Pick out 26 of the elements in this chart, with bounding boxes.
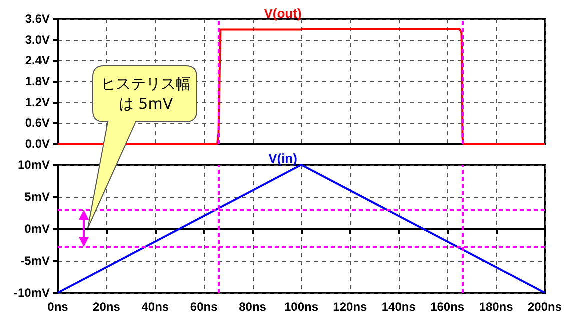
x-tick-label: 160ns	[430, 300, 465, 314]
y-tick-label: 0.6V	[25, 116, 50, 130]
y-tick-label: 1.2V	[25, 95, 50, 110]
x-tick-label: 180ns	[479, 300, 514, 314]
x-tick-label: 20ns	[93, 300, 121, 314]
y-tick-label: 10mV	[18, 158, 50, 172]
y-tick-label: 3.6V	[25, 12, 50, 26]
y-tick-label: 0mV	[24, 222, 50, 236]
y-tick-label: -10mV	[14, 286, 50, 300]
series-label: V(in)	[268, 151, 298, 166]
y-tick-label: 0.0V	[25, 137, 50, 151]
series-label: V(out)	[264, 6, 302, 21]
annotation: ヒステリス幅は 5mV	[100, 74, 192, 114]
y-tick-label: 5mV	[24, 190, 50, 204]
y-tick-label: 2.4V	[25, 54, 50, 68]
y-tick-label: 3.0V	[25, 32, 50, 47]
x-tick-label: 60ns	[190, 300, 218, 314]
x-tick-label: 200ns	[528, 300, 562, 314]
x-tick-label: 140ns	[382, 300, 416, 314]
x-tick-label: 120ns	[333, 300, 368, 314]
y-tick-label: 1.8V	[25, 74, 50, 88]
x-tick-label: 40ns	[142, 300, 170, 314]
x-tick-label: 80ns	[239, 300, 267, 314]
y-tick-label: -5mV	[20, 254, 50, 268]
x-tick-label: 0ns	[48, 300, 69, 314]
x-tick-label: 100ns	[284, 300, 319, 314]
